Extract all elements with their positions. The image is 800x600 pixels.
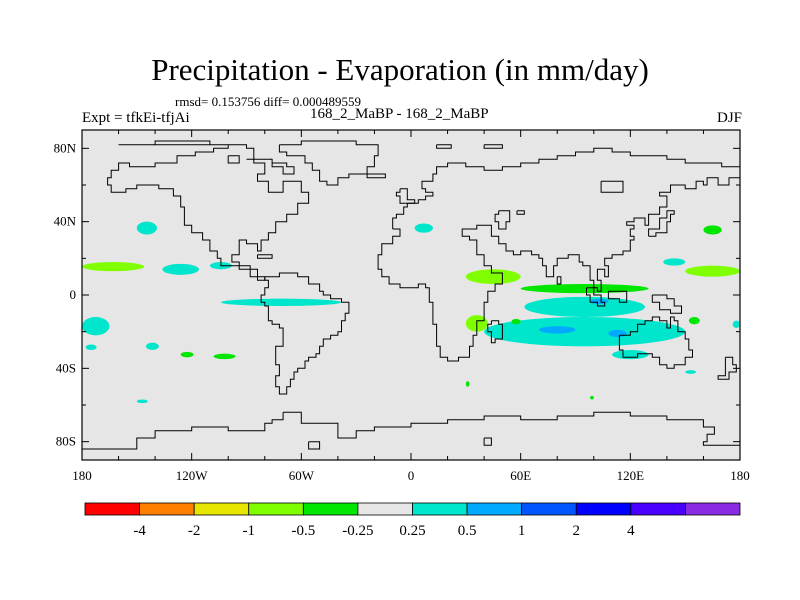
colorbar-swatch [685,502,741,516]
x-tick-label: 120E [617,468,645,483]
coast-uk [395,188,416,204]
coast-antarctic-island [308,441,321,450]
contour-regions [82,221,740,404]
colorbar-swatch [412,502,468,516]
x-tick-label: 180 [72,468,92,483]
coastlines [82,140,740,460]
coast-eurasia-africa [377,147,740,362]
coast-hudson-island [227,155,240,164]
coast-south-america [260,272,350,395]
region-cyan-sa-e [685,370,697,374]
colorbar-swatch [302,502,359,516]
colorbar-label: -0.25 [342,523,373,539]
colorbar-swatch [139,502,195,516]
x-axis: 180 120W 60W 0 60E 120E 180 [72,130,750,483]
coast-cuba [257,254,273,259]
colorbar-swatch [193,502,250,516]
coast-africa-south-island [483,437,492,446]
y-axis: 80N 40N 0 40S 80S [54,140,740,449]
experiment-label: Expt = tfkEi-tfjAi [82,110,190,126]
y-tick-label: 80S [56,434,76,449]
coast-north-america [107,140,310,281]
region-green-spac-d [213,353,236,360]
coast-greenland-east-island [436,144,452,149]
x-tick-label: 60E [510,468,531,483]
region-green-io-d [511,318,521,325]
colorbar-swatch [357,502,413,516]
colorbar-label: -2 [188,523,201,539]
colorbar-label: 2 [573,523,581,539]
coast-new-guinea [651,294,682,314]
y-tick-label: 80N [54,140,77,155]
colorbar-label: -4 [133,523,146,539]
coast-sri-lanka [556,276,562,285]
region-cyan-pac-eq-band [220,298,342,307]
coast-svalbard [483,144,503,149]
region-green-jp [703,225,722,235]
colorbar-label: 4 [627,523,635,539]
coast-baffin [246,158,295,175]
region-blue-io-b [538,326,576,334]
colorbar-swatch [575,502,632,516]
coast-central-asia-lake [516,210,525,215]
region-green-africa-eq [465,269,521,284]
colorbar-swatch [248,502,304,516]
coast-new-zealand [717,356,737,380]
coast-japan [648,210,675,237]
region-green-ioeq [520,284,649,294]
colorbar-swatch [630,502,686,516]
region-cyan-spac-west [82,317,110,336]
coast-greenland [278,140,379,186]
coast-australia [618,316,693,369]
region-green-itcz-pac [82,262,145,272]
map-title: Precipitation - Evaporation (in mm/day) [151,52,649,87]
x-tick-label: 180 [730,468,750,483]
region-blue-io-c [608,329,627,338]
colorbar-swatch [521,502,577,516]
colorbar-swatch [466,502,523,516]
coast-siberian-box [600,180,624,193]
coast-indonesia-b [607,290,628,303]
subtitle: 168_2_MaBP - 168_2_MaBP [310,106,489,122]
region-cyan-npac-west [136,221,157,235]
region-cyan-io-e [612,350,649,360]
region-cyan-mideast [414,223,433,233]
stats-text: rmsd= 0.153756 diff= 0.000489559 [175,94,361,109]
y-tick-label: 0 [70,287,77,302]
colorbar-label: 1 [518,523,526,539]
plot-background [82,130,740,460]
region-cyan-io-south [484,317,686,347]
region-green-s-atl-b [590,395,594,400]
region-cyan-sa-f [732,320,740,329]
coast-indonesia-a [586,287,606,307]
colorbar: -4 -2 -1 -0.5 -0.25 0.25 0.5 1 2 4 [84,502,741,539]
colorbar-swatch [84,502,140,516]
colorbar-label: -0.5 [291,523,315,539]
region-cyan-io-mid [524,296,645,317]
region-cyan-npac-east [663,258,686,266]
region-green-spac-c [180,351,194,358]
region-green-npac-east [685,265,740,277]
region-green-spac-b [145,342,159,351]
season-label: DJF [716,110,742,126]
y-tick-label: 40S [56,360,76,375]
region-cyan-npac-mid [162,263,199,275]
colorbar-label: 0.5 [458,523,477,539]
region-green-aus-e [688,317,700,325]
region-green-spac-a [85,344,97,350]
coast-iceland [366,173,386,179]
region-blue-io-a [590,298,609,305]
y-tick-label: 40N [54,214,77,229]
coast-madagascar [487,320,503,344]
region-cyan-sa-south [136,399,148,404]
x-tick-label: 0 [408,468,415,483]
colorbar-label: 0.25 [399,523,425,539]
x-tick-label: 60W [289,468,315,483]
region-green-s-atl [465,381,470,387]
x-tick-label: 120W [176,468,209,483]
colorbar-label: -1 [243,523,256,539]
coast-caspian [494,210,511,230]
coast-antarctica [82,411,740,460]
